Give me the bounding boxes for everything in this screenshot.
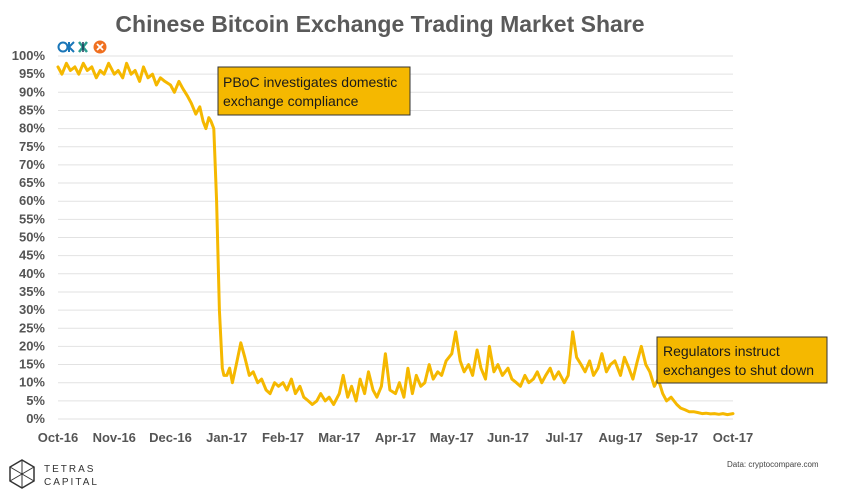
x-axis-ticks: Oct-16 Nov-16 Dec-16 Jan-17 Feb-17 Mar-17 Apr-… (38, 430, 753, 445)
y-tick-label: 25% (19, 320, 45, 335)
y-axis-ticks: 0% 5% 10% 15% 20% 25% 30% 35% 40% 45% 50% 55% 60% 65%… (12, 48, 46, 426)
tetras-capital-logo: TETRAS CAPITAL (9, 459, 99, 489)
y-tick-label: 60% (19, 193, 45, 208)
series-line (56, 61, 735, 417)
y-tick-label: 70% (19, 157, 45, 172)
x-tick-label: Oct-17 (713, 430, 753, 445)
y-tick-label: 30% (19, 302, 45, 317)
logo-line1: TETRAS (44, 464, 95, 475)
x-tick-label: Apr-17 (375, 430, 416, 445)
annotation-shutdown: Regulators instruct exchanges to shut do… (656, 336, 828, 384)
y-tick-label: 20% (19, 338, 45, 353)
y-tick-label: 35% (19, 284, 45, 299)
okcoin-icon (57, 41, 75, 53)
y-tick-label: 55% (19, 211, 45, 226)
x-tick-label: Nov-16 (93, 430, 136, 445)
huobi-icon (78, 41, 88, 53)
x-tick-label: Oct-16 (38, 430, 78, 445)
gridlines (58, 55, 733, 420)
y-tick-label: 45% (19, 248, 45, 263)
y-tick-label: 80% (19, 121, 45, 136)
annotation-pboc-line1: PBoC investigates domestic (223, 74, 397, 90)
annotation-pboc-line2: exchange compliance (223, 93, 359, 109)
y-tick-label: 95% (19, 66, 45, 81)
x-tick-label: Jun-17 (487, 430, 529, 445)
x-tick-label: Aug-17 (598, 430, 642, 445)
x-tick-label: Jul-17 (545, 430, 583, 445)
y-tick-label: 50% (19, 230, 45, 245)
series-group (56, 61, 735, 417)
annotation-pboc: PBoC investigates domestic exchange comp… (217, 66, 411, 116)
x-tick-label: Sep-17 (655, 430, 698, 445)
annotation-pboc-box (217, 66, 411, 116)
y-tick-label: 90% (19, 84, 45, 99)
x-tick-label: Jan-17 (206, 430, 247, 445)
x-tick-label: Dec-16 (149, 430, 192, 445)
y-tick-label: 40% (19, 266, 45, 281)
x-tick-label: Mar-17 (318, 430, 360, 445)
logo-line2: CAPITAL (44, 477, 99, 488)
exchange-icons (57, 40, 107, 54)
y-tick-label: 75% (19, 139, 45, 154)
y-tick-label: 65% (19, 175, 45, 190)
y-tick-label: 0% (26, 411, 45, 426)
btcc-icon (93, 40, 107, 54)
logo-lines-icon (9, 460, 35, 488)
y-tick-label: 100% (12, 48, 46, 63)
x-tick-label: May-17 (430, 430, 474, 445)
y-tick-label: 5% (26, 393, 45, 408)
annotation-shutdown-line1: Regulators instruct (663, 343, 780, 359)
x-tick-label: Feb-17 (262, 430, 304, 445)
y-tick-label: 15% (19, 357, 45, 372)
data-source: Data: cryptocompare.com (727, 460, 819, 469)
y-tick-label: 10% (19, 375, 45, 390)
chart-title: Chinese Bitcoin Exchange Trading Market … (115, 11, 644, 37)
y-tick-label: 85% (19, 102, 45, 117)
annotation-shutdown-line2: exchanges to shut down (663, 362, 814, 378)
annotation-shutdown-box (656, 336, 828, 384)
